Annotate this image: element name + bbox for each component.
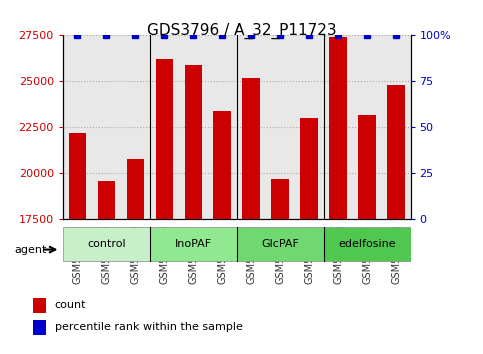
Bar	[242, 78, 260, 354]
Bar	[213, 111, 231, 354]
FancyBboxPatch shape	[237, 227, 324, 261]
Bar	[300, 118, 318, 354]
Text: GDS3796 / A_32_P11723: GDS3796 / A_32_P11723	[147, 23, 336, 39]
Text: edelfosine: edelfosine	[338, 239, 396, 249]
Bar	[387, 85, 405, 354]
Text: percentile rank within the sample: percentile rank within the sample	[55, 322, 242, 332]
Bar	[185, 65, 202, 354]
Bar	[127, 159, 144, 354]
Text: count: count	[55, 300, 86, 310]
FancyBboxPatch shape	[324, 227, 411, 261]
Text: GlcPAF: GlcPAF	[261, 239, 299, 249]
Bar	[156, 59, 173, 354]
Text: InoPAF: InoPAF	[175, 239, 212, 249]
Bar	[358, 115, 376, 354]
Bar	[33, 298, 46, 313]
Bar	[98, 181, 115, 354]
Text: agent: agent	[14, 245, 47, 255]
FancyBboxPatch shape	[63, 227, 150, 261]
Bar	[33, 320, 46, 335]
Text: control: control	[87, 239, 126, 249]
Bar	[69, 133, 86, 354]
FancyBboxPatch shape	[150, 227, 237, 261]
Bar	[329, 37, 347, 354]
Bar	[271, 179, 289, 354]
